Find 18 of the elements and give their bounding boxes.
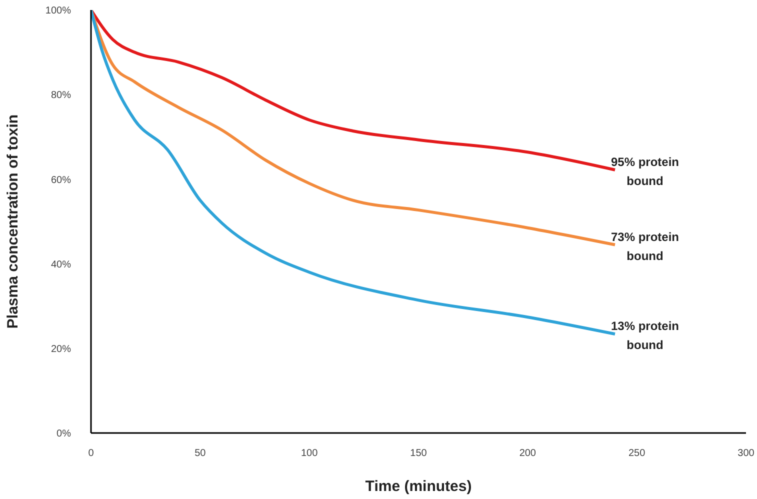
x-tick-label: 250 [628, 448, 646, 460]
y-tick-label: 80% [50, 90, 72, 102]
x-tick-label: 300 [738, 448, 755, 460]
x-tick-label: 200 [519, 448, 536, 460]
x-tick-label: 150 [410, 448, 428, 460]
y-tick-label: 100% [45, 6, 72, 17]
y-tick-label: 60% [50, 174, 72, 186]
y-tick-label: 0% [56, 428, 72, 440]
x-tick-label: 0 [88, 448, 94, 460]
y-tick-label: 20% [50, 344, 72, 355]
x-axis-title: Time (minutes) [365, 478, 472, 495]
series-label: 13% protein bound [610, 319, 680, 352]
x-tick-label: 100 [300, 448, 318, 460]
series-label: 73% protein bound [610, 230, 680, 263]
series-label: 95% protein bound [610, 154, 680, 188]
y-tick-label: 40% [50, 259, 72, 270]
x-tick-label: 50 [194, 448, 206, 460]
y-axis-title: Plasma concentration of toxin [4, 114, 22, 329]
